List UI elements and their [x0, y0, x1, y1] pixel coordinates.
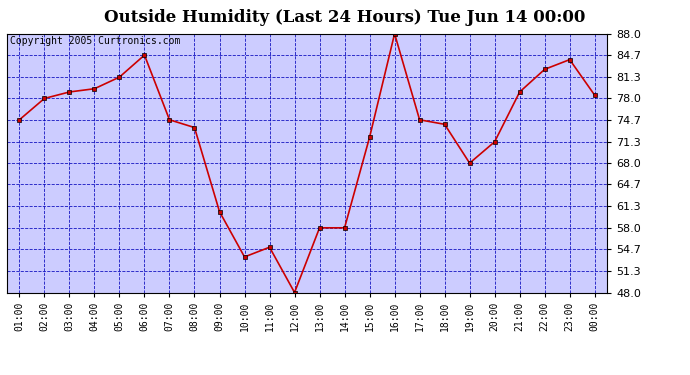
Text: Copyright 2005 Curtronics.com: Copyright 2005 Curtronics.com — [10, 36, 180, 46]
Text: Outside Humidity (Last 24 Hours) Tue Jun 14 00:00: Outside Humidity (Last 24 Hours) Tue Jun… — [104, 9, 586, 26]
